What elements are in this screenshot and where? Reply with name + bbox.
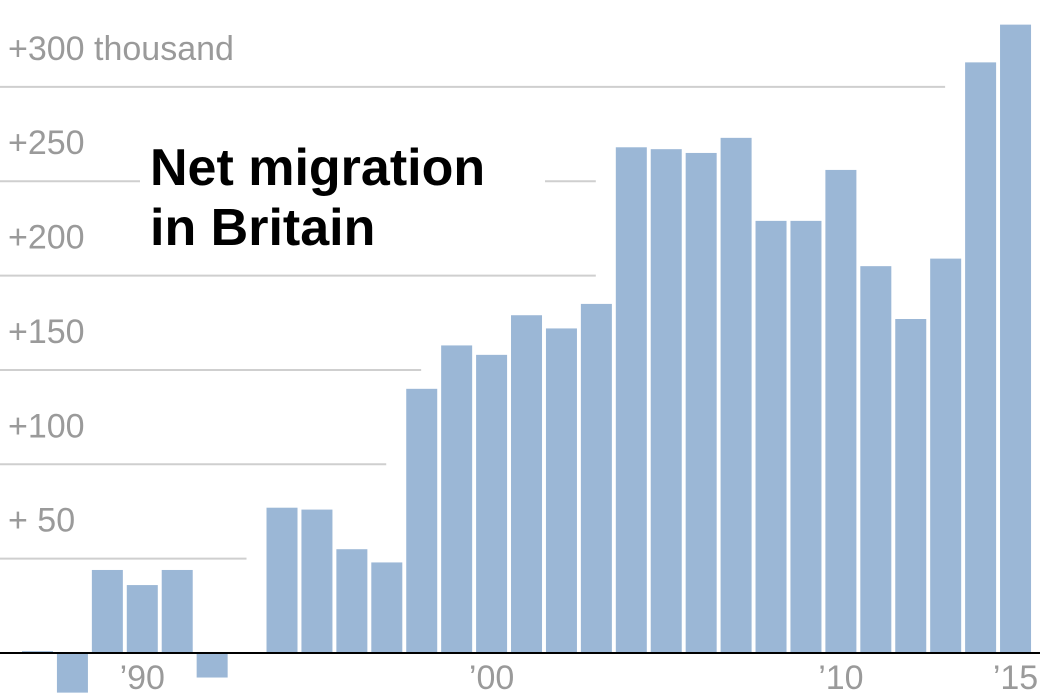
- x-tick-label: ’90: [120, 659, 165, 697]
- y-tick-label: +100: [8, 407, 85, 445]
- bar: [1000, 24, 1032, 653]
- bar: [91, 569, 123, 653]
- bar: [965, 62, 997, 653]
- bar: [790, 220, 822, 653]
- bar: [441, 345, 473, 653]
- bar: [56, 653, 88, 693]
- bar: [126, 585, 158, 653]
- bar: [755, 220, 787, 653]
- x-tick-label: ’00: [469, 659, 514, 697]
- bar: [511, 315, 543, 653]
- bar: [720, 137, 752, 653]
- y-tick-label: + 50: [8, 502, 75, 540]
- bar: [161, 569, 193, 653]
- bar: [825, 169, 857, 654]
- bar: [545, 328, 577, 653]
- bar: [860, 266, 892, 653]
- bar: [650, 149, 682, 653]
- y-tick-label: +150: [8, 313, 85, 351]
- bar: [476, 354, 508, 653]
- x-tick-label: ’10: [818, 659, 863, 697]
- bar: [196, 653, 228, 678]
- bar: [615, 147, 647, 653]
- bar: [580, 303, 612, 653]
- y-tick-label: +250: [8, 124, 85, 162]
- bar: [371, 562, 403, 653]
- bar: [301, 509, 333, 653]
- bar: [336, 549, 368, 653]
- bar: [930, 258, 962, 653]
- bar: [895, 319, 927, 653]
- x-tick-label: ’15: [993, 659, 1038, 697]
- chart-title: Net migration in Britain: [140, 138, 545, 258]
- bar: [266, 507, 298, 653]
- bar: [406, 388, 438, 653]
- y-tick-label: +200: [8, 219, 85, 257]
- bar: [685, 152, 717, 653]
- y-tick-label: +300 thousand: [8, 30, 234, 68]
